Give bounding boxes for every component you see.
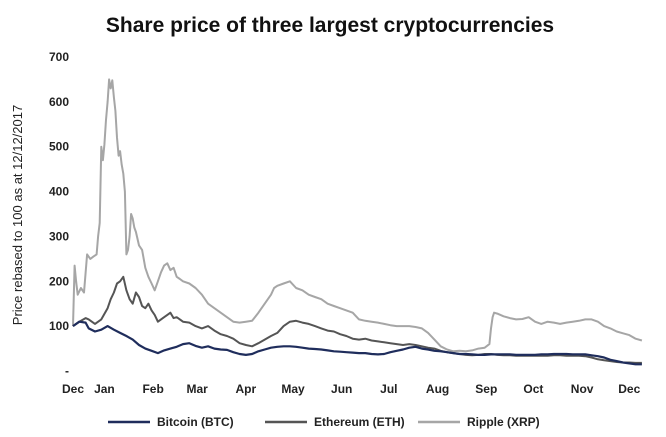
x-tick-label: Jun (331, 382, 352, 396)
y-tick-label: 500 (49, 140, 69, 154)
series-line-bitcoin-btc (72, 320, 642, 366)
legend-label: Bitcoin (BTC) (157, 415, 234, 429)
x-tick-label: Mar (186, 382, 208, 396)
legend-item-bitcoin-btc: Bitcoin (BTC) (108, 415, 234, 429)
y-tick-label: 700 (49, 50, 69, 64)
x-tick-label: Jan (94, 382, 115, 396)
x-tick-label: Sep (475, 382, 497, 396)
y-tick-label: - (65, 364, 69, 378)
chart-title: Share price of three largest cryptocurre… (106, 14, 554, 37)
series-line-ripple-xrp (72, 78, 643, 353)
legend-item-ripple-xrp: Ripple (XRP) (418, 415, 540, 429)
legend-item-ethereum-eth: Ethereum (ETH) (265, 415, 405, 429)
x-tick-label: Apr (236, 382, 257, 396)
x-tick-label: Feb (142, 382, 163, 396)
y-tick-label: 600 (49, 95, 69, 109)
legend: Bitcoin (BTC) Ethereum (ETH) Ripple (XRP) (108, 415, 540, 429)
y-axis-label: Price rebased to 100 as at 12/12/2017 (10, 105, 25, 325)
y-tick-label: 400 (49, 185, 69, 199)
x-tick-label: Oct (523, 382, 543, 396)
x-tick-label: May (281, 382, 305, 396)
x-tick-label: Dec (62, 382, 84, 396)
legend-label: Ripple (XRP) (467, 415, 540, 429)
x-tick-label: Nov (571, 382, 594, 396)
x-tick-label: Dec (618, 382, 640, 396)
series-line-ethereum-eth (72, 275, 642, 364)
legend-label: Ethereum (ETH) (314, 415, 405, 429)
x-tick-label: Aug (426, 382, 449, 396)
y-tick-label: 300 (49, 229, 69, 243)
plot-area: - 100 200 300 400 500 600 700 Dec Jan Feb Mar Apr May… (49, 50, 643, 396)
y-tick-label: 200 (49, 274, 69, 288)
y-tick-label: 100 (49, 319, 69, 333)
x-tick-label: Jul (380, 382, 397, 396)
